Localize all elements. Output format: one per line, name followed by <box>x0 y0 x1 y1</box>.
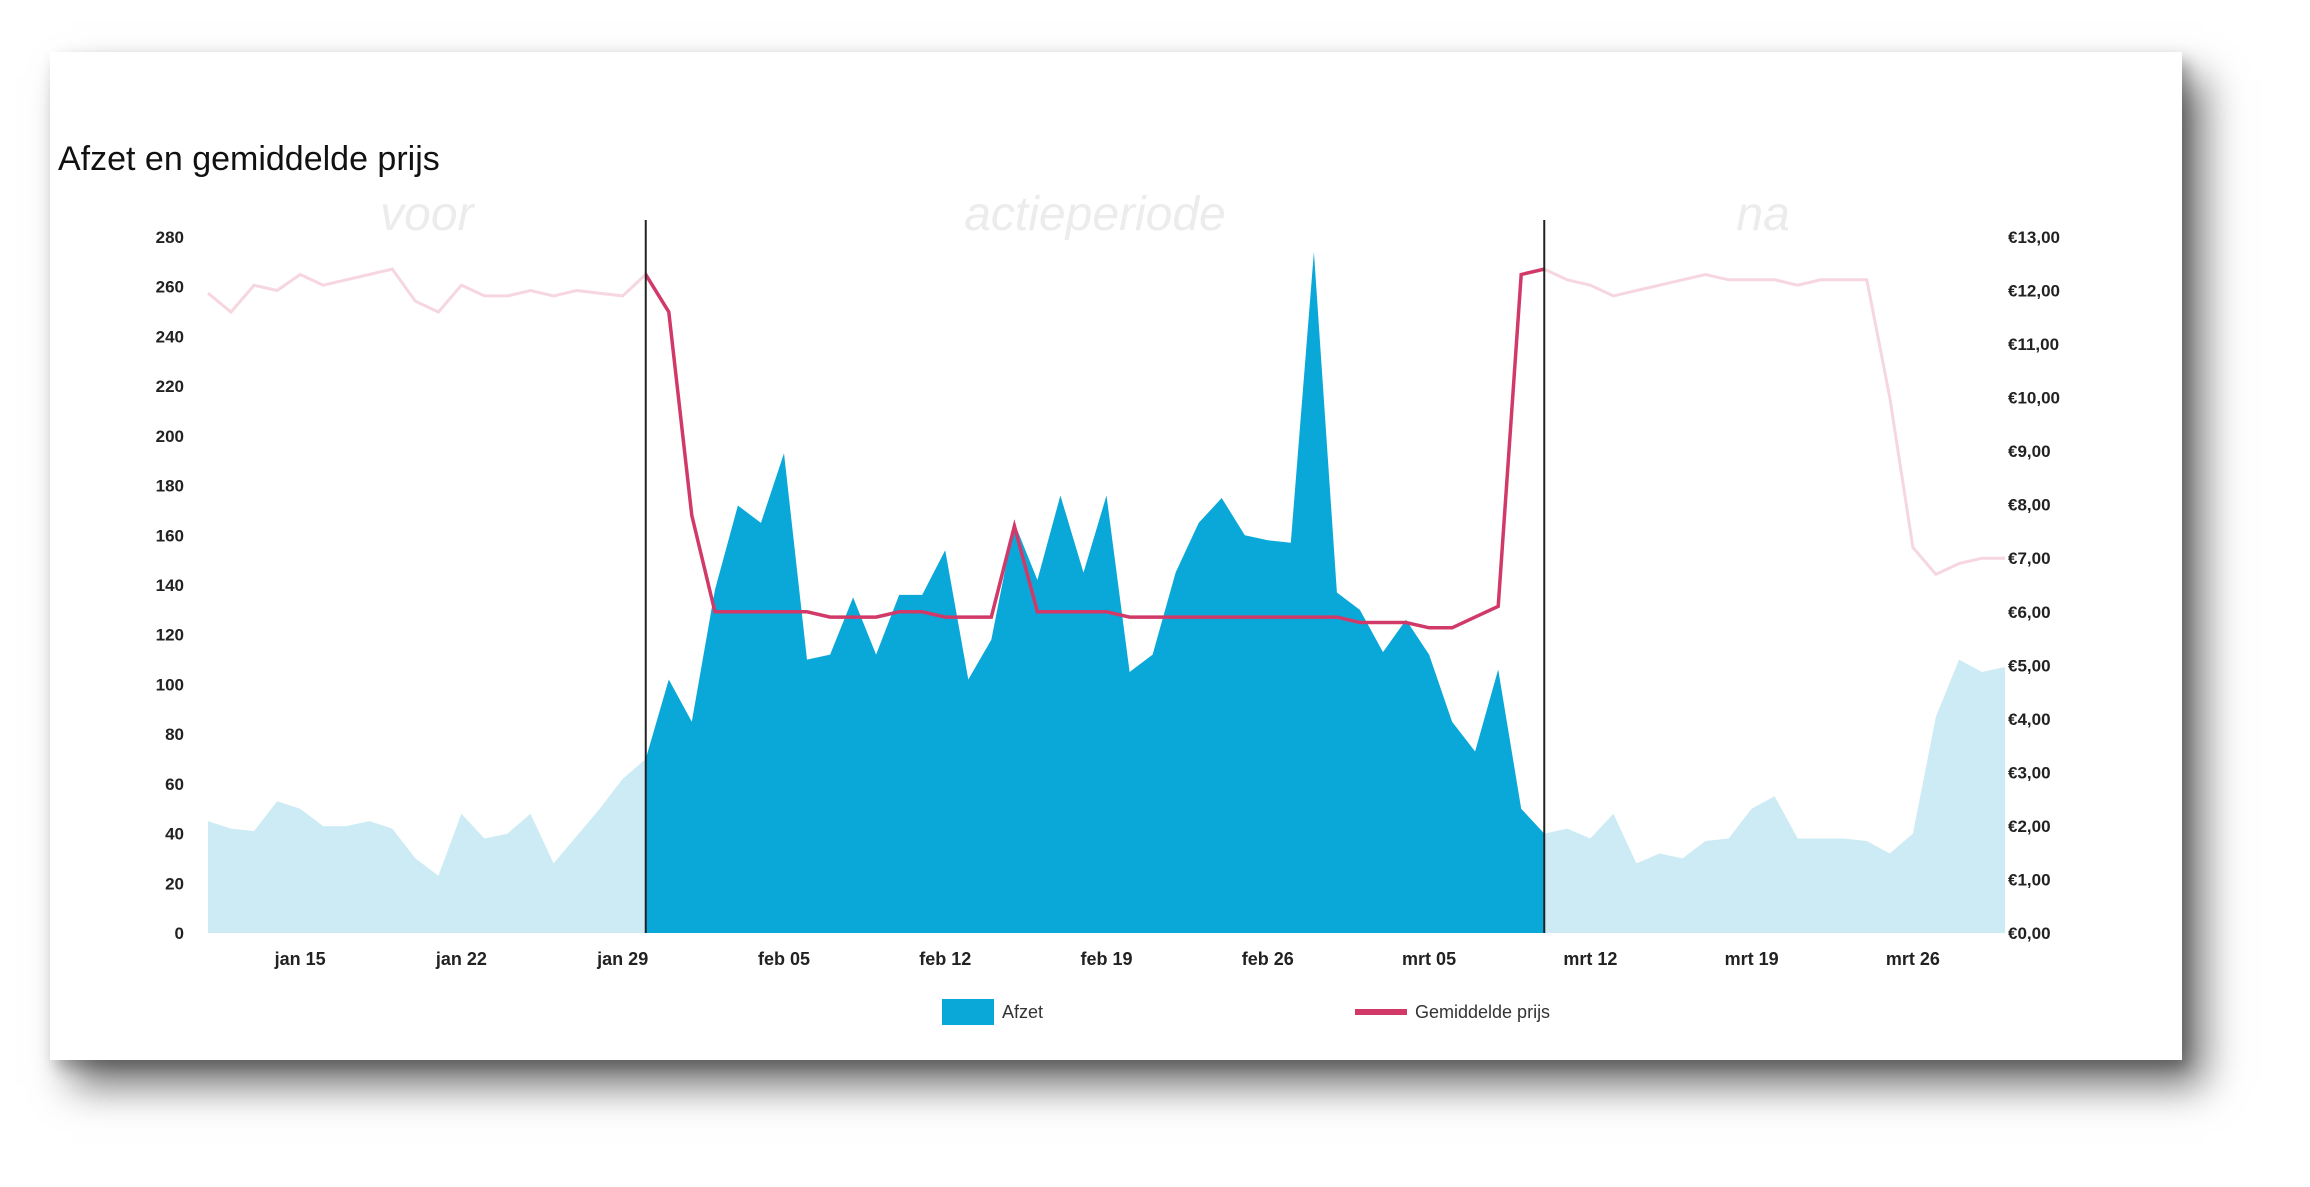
x-tick-label: jan 22 <box>435 949 487 969</box>
period-label-2: na <box>1736 188 1789 241</box>
y-right-tick-label: €9,00 <box>2008 442 2051 461</box>
area-afzet-active <box>645 251 1545 933</box>
x-tick-label: feb 26 <box>1242 949 1294 969</box>
legend-label: Afzet <box>1002 1002 1043 1022</box>
y-left-tick-label: 20 <box>165 874 184 893</box>
chart-title: Afzet en gemiddelde prijs <box>58 140 440 178</box>
y-left-tick-label: 120 <box>156 626 184 645</box>
y-left-tick-label: 140 <box>156 576 184 595</box>
y-right-tick-label: €6,00 <box>2008 603 2051 622</box>
y-left-tick-label: 60 <box>165 775 184 794</box>
x-tick-label: feb 12 <box>919 949 971 969</box>
area-afzet-before <box>208 758 646 933</box>
y-right-tick-label: €4,00 <box>2008 710 2051 729</box>
y-left-tick-label: 260 <box>156 278 184 297</box>
y-left-tick-label: 180 <box>156 477 184 496</box>
y-right-tick-label: €5,00 <box>2008 656 2051 675</box>
y-right-tick-label: €10,00 <box>2008 389 2060 408</box>
line-prijs-active <box>645 267 1545 630</box>
y-left-tick-label: 160 <box>156 526 184 545</box>
y-right-tick-label: €3,00 <box>2008 763 2051 782</box>
line-prijs-after <box>1544 267 2005 577</box>
y-right-tick-label: €2,00 <box>2008 817 2051 836</box>
chart-svg: voor actieperiode na 0 20 40 60 80 100 120 140 160… <box>156 188 2060 1025</box>
x-tick-label: mrt 19 <box>1725 949 1779 969</box>
period-label-0: voor <box>380 188 475 241</box>
legend-marker-afzet <box>942 999 994 1025</box>
y-left-tick-label: 280 <box>156 228 184 247</box>
y-right-tick-label: €7,00 <box>2008 549 2051 568</box>
x-tick-label: jan 15 <box>274 949 326 969</box>
legend-label: Gemiddelde prijs <box>1415 1002 1550 1022</box>
y-left-tick-label: 80 <box>165 725 184 744</box>
y-right-tick-label: €1,00 <box>2008 870 2051 889</box>
x-tick-label: mrt 26 <box>1886 949 1940 969</box>
period-label-1: actieperiode <box>964 188 1226 241</box>
y-right-tick-label: €8,00 <box>2008 496 2051 515</box>
x-tick-label: mrt 12 <box>1563 949 1617 969</box>
line-prijs-before <box>207 267 646 315</box>
y-left-tick-label: 220 <box>156 377 184 396</box>
y-left-tick-label: 240 <box>156 327 184 346</box>
y-left-tick-label: 100 <box>156 675 184 694</box>
area-afzet-after <box>1544 659 2006 933</box>
y-left-tick-label: 40 <box>165 825 184 844</box>
chart-card: Afzet en gemiddelde prijs voor actieperio… <box>50 52 2182 1060</box>
y-left-tick-label: 0 <box>175 924 184 943</box>
y-right-tick-label: €11,00 <box>2008 335 2059 354</box>
y-right-tick-label: €0,00 <box>2008 924 2051 943</box>
x-tick-label: feb 19 <box>1081 949 1133 969</box>
y-right-tick-label: €12,00 <box>2008 282 2060 301</box>
x-tick-label: feb 05 <box>758 949 810 969</box>
y-left-tick-label: 200 <box>156 427 184 446</box>
x-tick-label: jan 29 <box>596 949 648 969</box>
y-right-tick-label: €13,00 <box>2008 228 2060 247</box>
x-tick-label: mrt 05 <box>1402 949 1456 969</box>
